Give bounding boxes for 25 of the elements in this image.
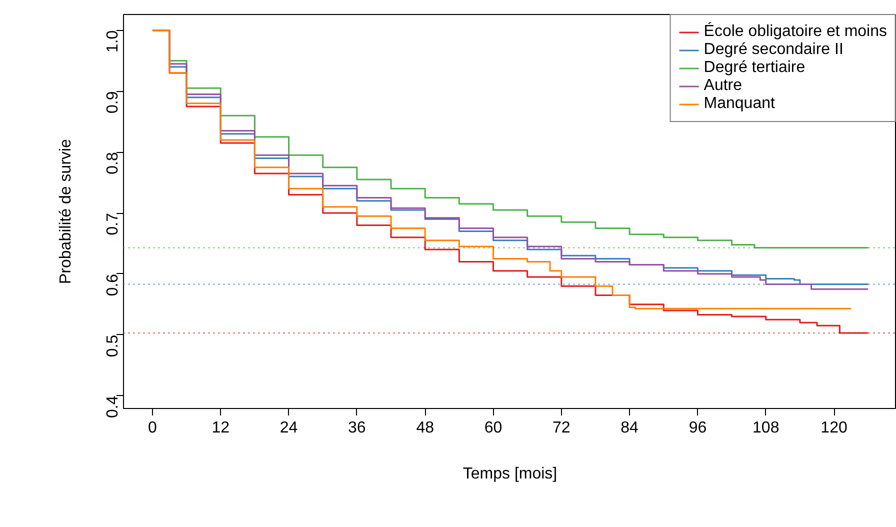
x-tick-label: 48 (416, 420, 434, 436)
legend-label: Autre (704, 77, 742, 95)
y-tick-label: 0.7 (104, 212, 122, 236)
y-tick-label: 0.5 (104, 334, 122, 358)
y-axis-title: Probabilité de survie (58, 138, 74, 284)
x-tick-label: 96 (688, 420, 707, 436)
y-tick-label: 1.0 (104, 30, 122, 53)
x-axis-title: Temps [mois] (462, 466, 558, 482)
x-tick-label: 24 (280, 420, 298, 436)
x-tick-label: 84 (620, 420, 639, 436)
x-tick-label: 36 (348, 420, 366, 436)
y-tick-label: 0.6 (104, 274, 122, 296)
x-tick-label: 60 (484, 420, 502, 436)
x-tick-label: 0 (148, 420, 158, 436)
x-tick-label: 72 (552, 420, 570, 436)
legend-label: Degré secondaire II (704, 41, 844, 59)
legend-label: École obligatoire et moins (704, 23, 887, 41)
legend-label: Degré tertiaire (704, 59, 806, 77)
x-tick-label: 12 (212, 420, 230, 436)
legend-label: Manquant (704, 95, 775, 113)
y-tick-label: 0.4 (104, 396, 122, 418)
y-tick-label: 0.9 (104, 91, 122, 114)
x-tick-label: 120 (820, 420, 848, 436)
y-tick-label: 0.8 (104, 152, 122, 174)
x-tick-label: 108 (752, 420, 780, 436)
